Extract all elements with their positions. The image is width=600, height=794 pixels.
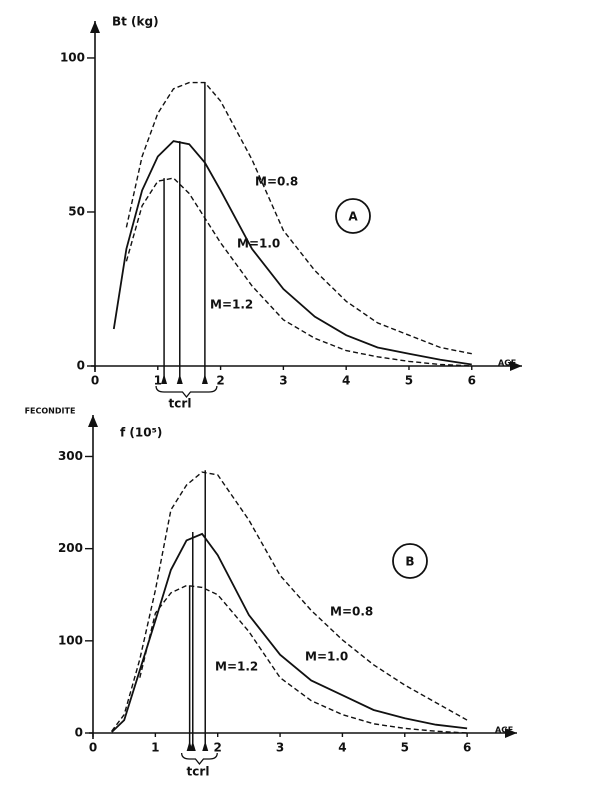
series-line [125,81,472,355]
peak-arrow [202,741,209,751]
y-tick-label: 100 [58,633,83,647]
y-axis-label: f (10⁵) [120,426,162,440]
peak-arrow [176,374,183,384]
y-tick-label: 50 [68,204,85,218]
x-tick-label: 6 [468,374,476,388]
y-axis-arrow [88,415,98,427]
y-axis-arrow [90,21,100,33]
series-line [112,140,472,366]
x-tick-label: 4 [338,741,346,755]
series-label: M=1.0 [305,650,348,664]
brace [155,385,218,399]
y-tick-label: 0 [75,726,83,740]
y-axis-label: Bt (kg) [112,15,159,29]
peak-arrow [186,741,193,751]
x-tick-label: 0 [91,374,99,388]
peak-arrow [201,374,208,384]
x-tick-label: 4 [342,374,350,388]
y-axis-title: FECONDITE [25,407,76,416]
annotation: tcrl [187,765,210,779]
panel-label: B [405,555,414,569]
y-tick-label: 200 [58,541,83,555]
y-tick-label: 300 [58,449,83,463]
series-label: M=1.0 [237,237,280,251]
y-tick-label: 0 [77,359,85,373]
panel-circle [392,543,428,579]
brace [180,752,218,766]
x-tick-label: 5 [401,741,409,755]
y-tick-label: 100 [60,50,85,64]
x-axis-label: AGE [495,726,513,735]
x-tick-label: 3 [276,741,284,755]
x-tick-label: 2 [216,374,224,388]
panel-circle [335,198,371,234]
x-tick-label: 0 [89,741,97,755]
x-tick-label: 6 [463,741,471,755]
series-label: M=1.2 [215,660,258,674]
x-axis-arrow [505,728,517,738]
series-line [111,471,468,732]
x-axis-label: AGE [498,359,516,368]
x-tick-label: 1 [154,374,162,388]
series-label: M=1.2 [210,298,253,312]
x-tick-label: 2 [214,741,222,755]
panel-label: A [348,210,358,224]
x-axis-arrow [510,361,522,371]
annotation: tcrl [169,397,192,411]
series-line [139,584,468,734]
series-label: M=0.8 [255,175,298,189]
x-tick-label: 3 [279,374,287,388]
x-tick-label: 1 [151,741,159,755]
peak-arrow [161,374,168,384]
series-line [125,177,472,367]
series-label: M=0.8 [330,605,373,619]
x-tick-label: 5 [405,374,413,388]
